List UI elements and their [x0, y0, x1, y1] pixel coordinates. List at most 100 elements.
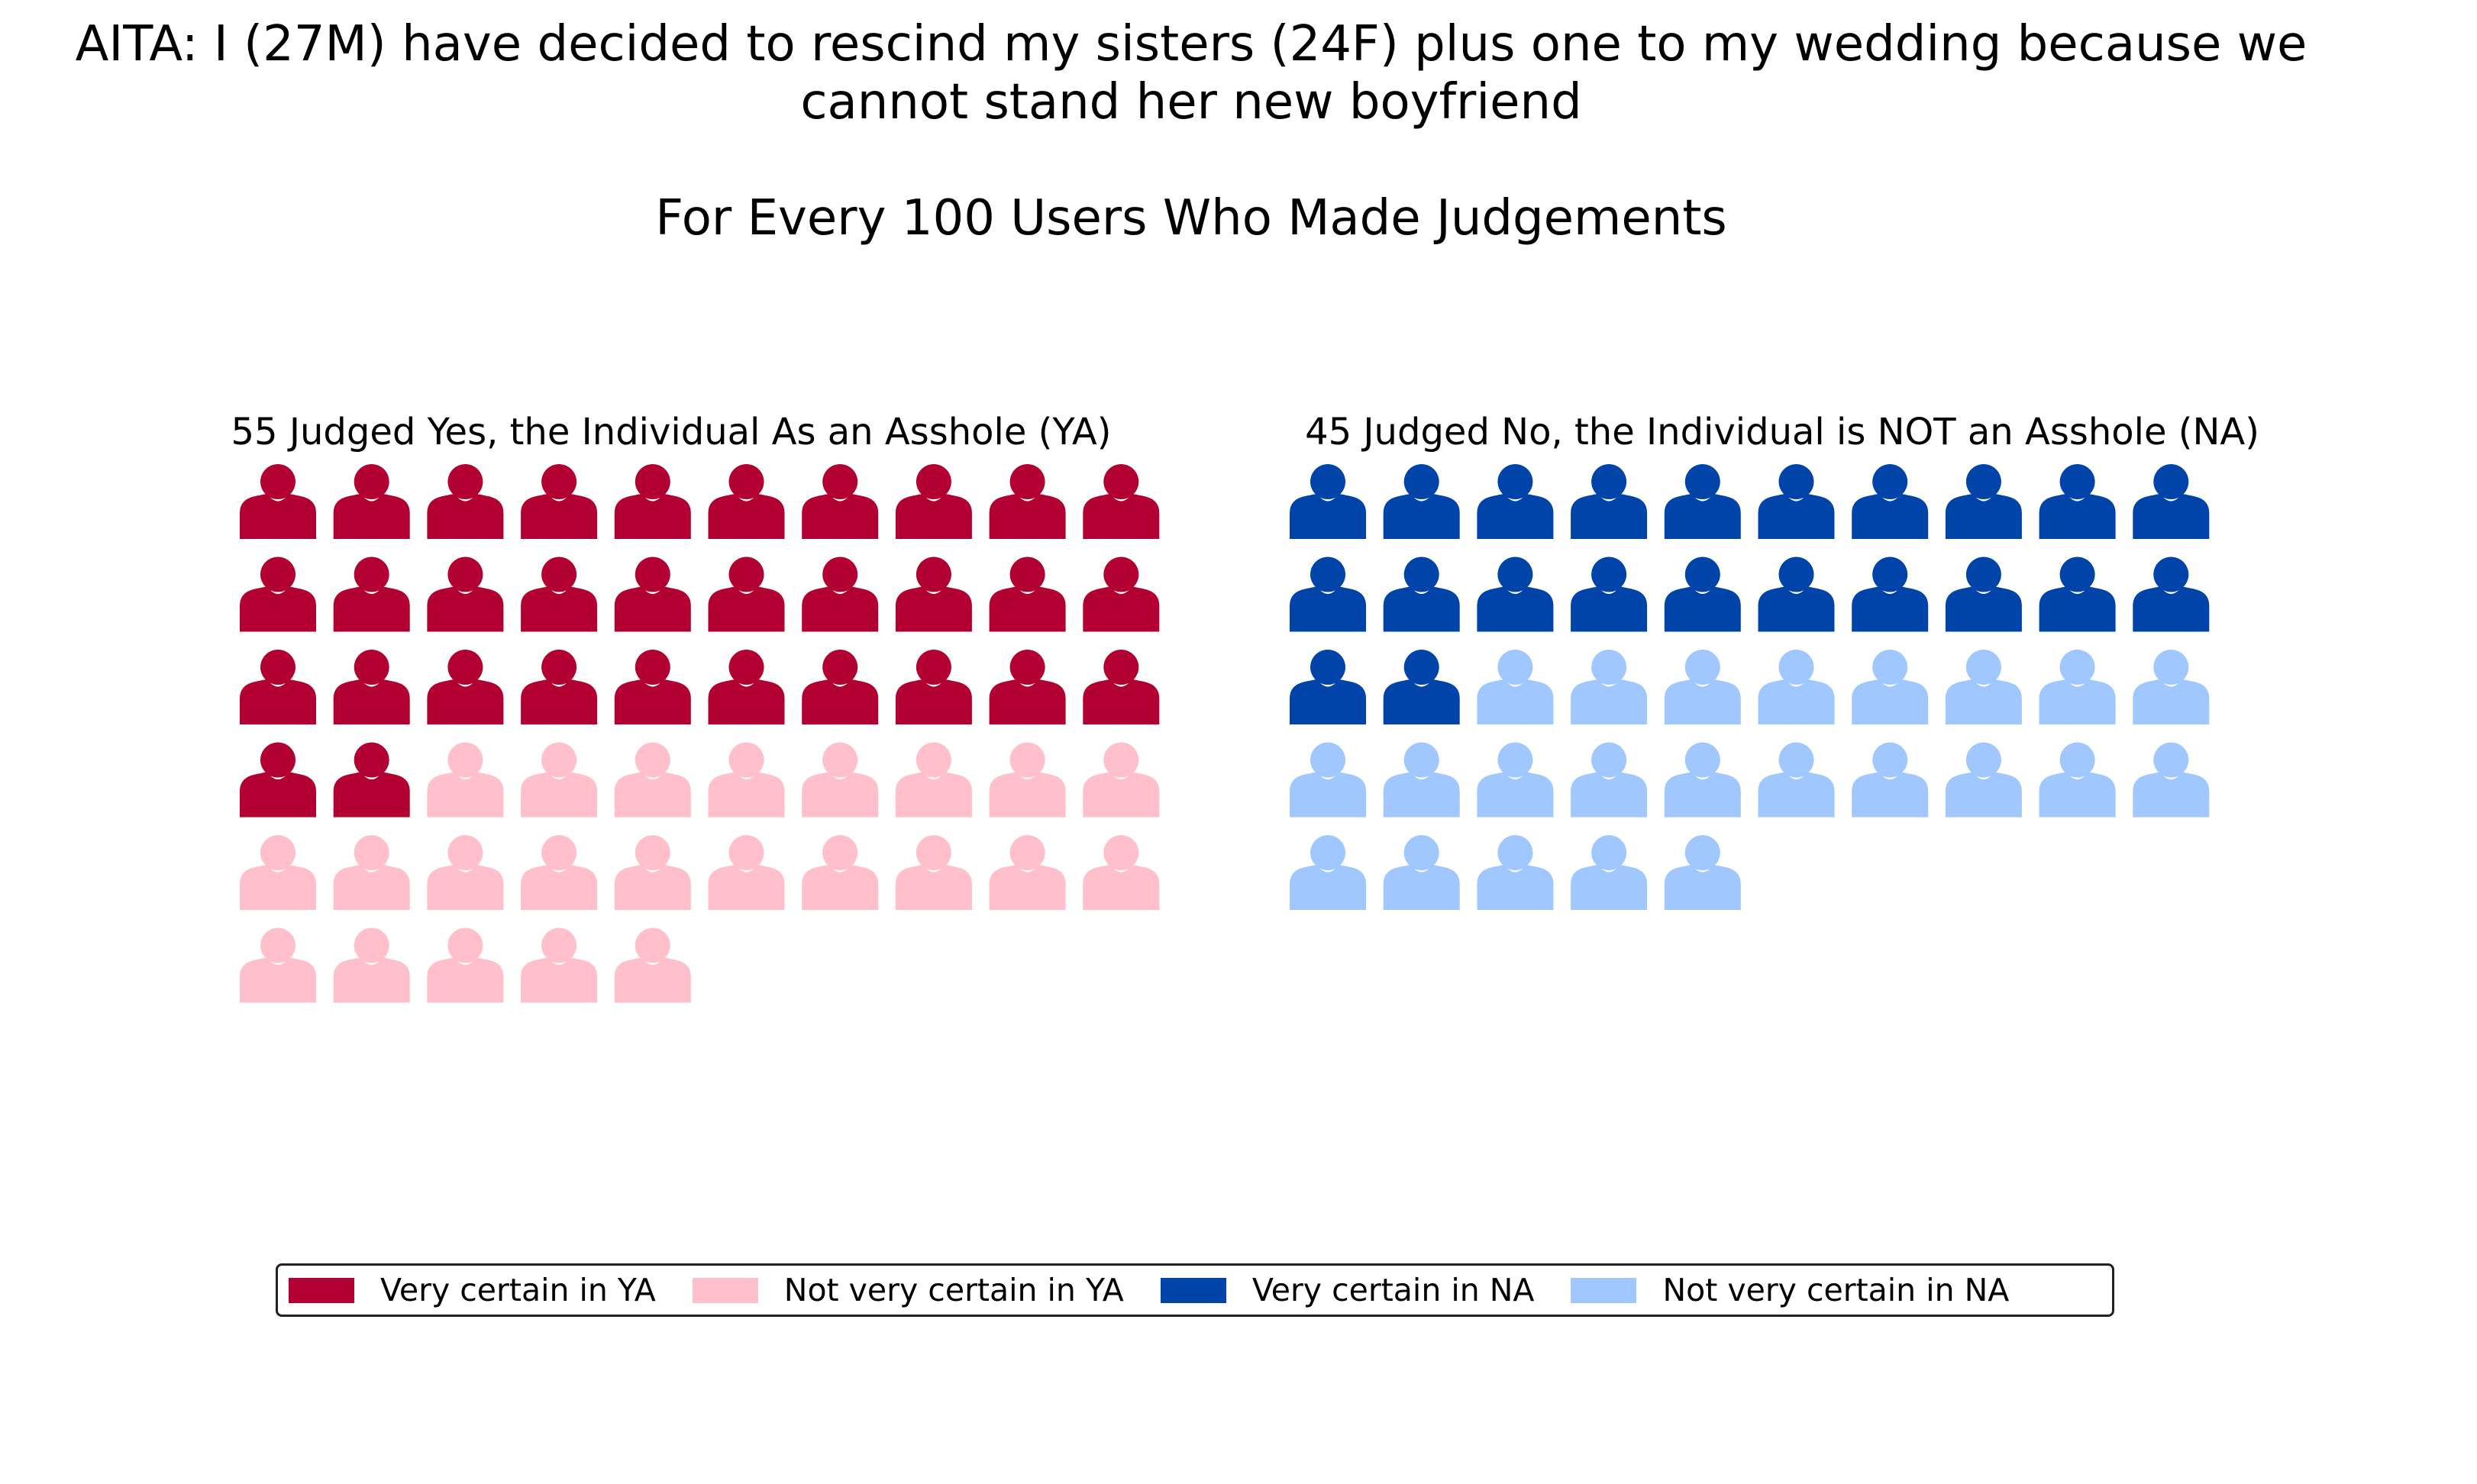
person-icon: [427, 835, 504, 910]
person-icon: [989, 650, 1066, 724]
person-icon: [521, 742, 598, 818]
person-icon: [240, 835, 316, 910]
person-icon: [1083, 835, 1160, 910]
person-icon: [708, 835, 785, 910]
legend-item-not-very-certain-na: Not very certain in NA: [1571, 1272, 2009, 1308]
person-icon: [1083, 742, 1160, 818]
person-icon: [2133, 556, 2210, 632]
person-icon: [1383, 835, 1460, 910]
chart-title-line-2: cannot stand her new boyfriend: [800, 74, 1582, 131]
person-icon: [333, 556, 410, 632]
person-icon: [614, 464, 691, 539]
person-icon: [1945, 742, 2022, 818]
person-icon: [802, 650, 879, 724]
person-icon: [1290, 835, 1366, 910]
legend-label: Very certain in YA: [380, 1272, 656, 1308]
person-icon: [1945, 556, 2022, 632]
person-icon: [240, 464, 316, 539]
person-icon: [2133, 464, 2210, 539]
person-icon: [1290, 556, 1366, 632]
person-icon: [1290, 464, 1366, 539]
person-icon: [1945, 464, 2022, 539]
person-icon: [521, 556, 598, 632]
person-icon: [1664, 464, 1741, 539]
person-icon: [1664, 835, 1741, 910]
icon-grid-ya: [240, 464, 1160, 1003]
person-icon: [1477, 835, 1554, 910]
person-icon: [333, 928, 410, 1003]
person-icon: [614, 928, 691, 1003]
person-icon: [1852, 464, 1929, 539]
legend-item-not-very-certain-ya: Not very certain in YA: [692, 1272, 1124, 1308]
person-icon: [1477, 556, 1554, 632]
legend-label: Not very certain in NA: [1662, 1272, 2010, 1308]
person-icon: [895, 464, 972, 539]
person-icon: [1571, 835, 1648, 910]
person-icon: [614, 742, 691, 818]
person-icon: [1571, 464, 1648, 539]
person-icon: [708, 464, 785, 539]
person-icon: [521, 928, 598, 1003]
person-icon: [1852, 650, 1929, 724]
waffle-panel-ya: 55 Judged Yes, the Individual As an Assh…: [231, 411, 1160, 1003]
person-icon: [989, 464, 1066, 539]
person-icon: [895, 650, 972, 724]
person-icon: [1571, 556, 1648, 632]
legend-item-very-certain-ya: Very certain in YA: [289, 1272, 656, 1308]
legend-label: Very certain in NA: [1251, 1272, 1535, 1308]
person-icon: [1477, 650, 1554, 724]
legend-swatch: [289, 1277, 354, 1303]
person-icon: [1383, 742, 1460, 818]
person-icon: [521, 650, 598, 724]
person-icon: [240, 650, 316, 724]
person-icon: [1758, 556, 1835, 632]
person-icon: [1477, 742, 1554, 818]
person-icon: [240, 556, 316, 632]
person-icon: [1664, 742, 1741, 818]
person-icon: [521, 835, 598, 910]
legend-swatch: [1160, 1277, 1226, 1303]
person-icon: [333, 742, 410, 818]
person-icon: [2039, 650, 2116, 724]
person-icon: [614, 835, 691, 910]
panel-title-na: 45 Judged No, the Individual is NOT an A…: [1305, 411, 2259, 453]
legend-swatch: [692, 1277, 758, 1303]
person-icon: [1758, 742, 1835, 818]
person-icon: [1758, 464, 1835, 539]
person-icon: [333, 835, 410, 910]
person-icon: [1945, 650, 2022, 724]
person-icon: [802, 835, 879, 910]
person-icon: [427, 464, 504, 539]
person-icon: [427, 742, 504, 818]
person-icon: [2039, 556, 2116, 632]
person-icon: [614, 650, 691, 724]
person-icon: [802, 556, 879, 632]
person-icon: [427, 928, 504, 1003]
person-icon: [989, 556, 1066, 632]
person-icon: [2039, 464, 2116, 539]
person-icon: [2039, 742, 2116, 818]
chart-title-line-1: AITA: I (27M) have decided to rescind my…: [75, 16, 2307, 73]
person-icon: [1852, 742, 1929, 818]
person-icon: [1083, 464, 1160, 539]
person-icon: [1571, 742, 1648, 818]
person-icon: [1290, 650, 1366, 724]
person-icon: [708, 650, 785, 724]
person-icon: [1083, 556, 1160, 632]
person-icon: [1852, 556, 1929, 632]
person-icon: [895, 835, 972, 910]
person-icon: [240, 928, 316, 1003]
legend-item-very-certain-na: Very certain in NA: [1160, 1272, 1535, 1308]
person-icon: [1383, 650, 1460, 724]
person-icon: [521, 464, 598, 539]
person-icon: [802, 464, 879, 539]
panel-title-ya: 55 Judged Yes, the Individual As an Assh…: [231, 411, 1111, 453]
legend-swatch: [1571, 1277, 1637, 1303]
person-icon: [333, 464, 410, 539]
chart-subtitle: For Every 100 Users Who Made Judgements: [655, 190, 1727, 247]
person-icon: [1383, 464, 1460, 539]
person-icon: [240, 742, 316, 818]
person-icon: [427, 650, 504, 724]
person-icon: [614, 556, 691, 632]
